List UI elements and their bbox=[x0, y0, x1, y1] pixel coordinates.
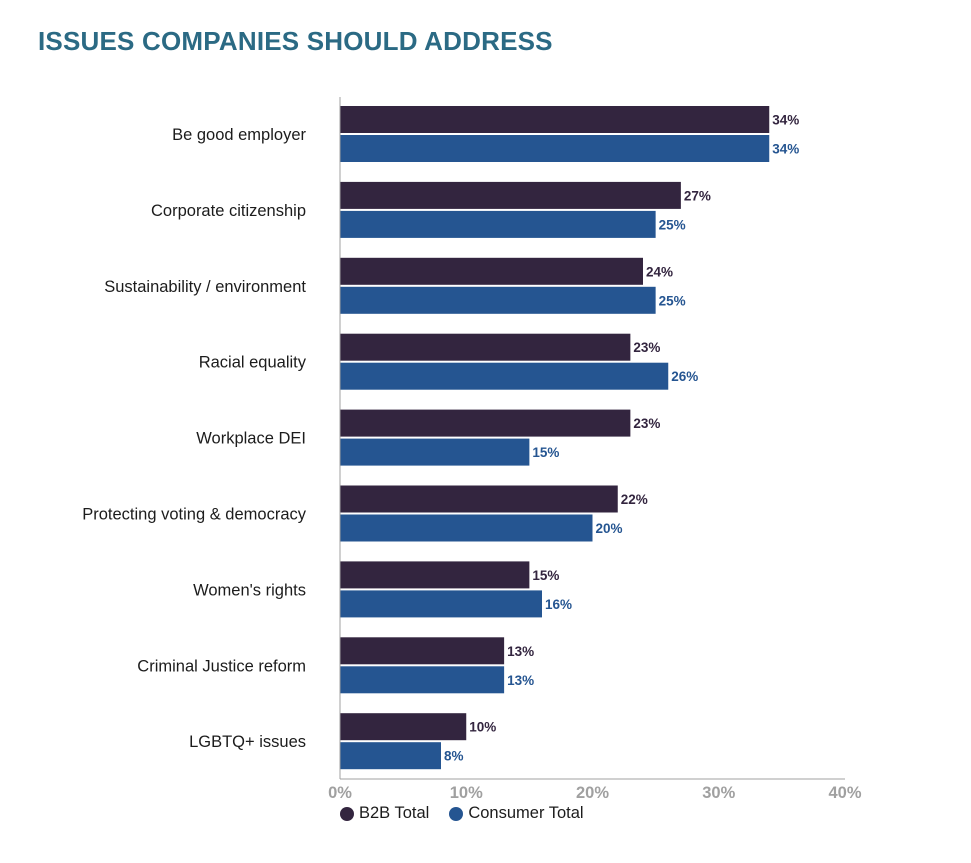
bar-consumer-total-women-s-rights bbox=[340, 590, 542, 618]
category-label-workplace-dei: Workplace DEI bbox=[196, 430, 306, 448]
data-label-b2b-total-protecting-voting-democracy: 22% bbox=[621, 492, 648, 507]
category-label-protecting-voting-democracy: Protecting voting & democracy bbox=[82, 506, 307, 524]
bar-b2b-total-be-good-employer bbox=[340, 106, 770, 133]
bar-b2b-total-corporate-citizenship bbox=[340, 181, 681, 209]
category-label-women-s-rights: Women's rights bbox=[193, 581, 306, 599]
bar-b2b-total-women-s-rights bbox=[340, 561, 530, 589]
legend-item-consumer[interactable]: Consumer Total bbox=[449, 804, 584, 823]
bar-b2b-total-criminal-justice-reform bbox=[340, 637, 505, 665]
category-label-racial-equality: Racial equality bbox=[199, 354, 307, 372]
legend-swatch-b2b bbox=[340, 806, 354, 821]
bar-consumer-total-corporate-citizenship bbox=[340, 210, 656, 238]
data-label-consumer-total-racial-equality: 26% bbox=[671, 369, 698, 384]
x-tick-label-0: 0% bbox=[328, 784, 352, 800]
bar-b2b-total-lgbtq-issues bbox=[340, 713, 467, 741]
bar-b2b-total-racial-equality bbox=[340, 333, 631, 361]
bar-consumer-total-protecting-voting-democracy bbox=[340, 514, 593, 542]
x-tick-label-20: 20% bbox=[576, 784, 609, 800]
bar-consumer-total-workplace-dei bbox=[340, 438, 530, 466]
bar-b2b-total-protecting-voting-democracy bbox=[340, 485, 618, 513]
data-label-consumer-total-be-good-employer: 34% bbox=[772, 142, 799, 157]
data-label-b2b-total-criminal-justice-reform: 13% bbox=[507, 644, 534, 659]
data-label-consumer-total-protecting-voting-democracy: 20% bbox=[596, 521, 623, 536]
bar-chart: Be good employer 34% 34% Corporate citizens… bbox=[82, 97, 862, 800]
category-label-criminal-justice-reform: Criminal Justice reform bbox=[137, 657, 306, 675]
bar-consumer-total-lgbtq-issues bbox=[340, 742, 441, 770]
category-label-sustainability-environment: Sustainability / environment bbox=[104, 278, 306, 296]
data-label-consumer-total-women-s-rights: 16% bbox=[545, 597, 572, 612]
data-label-consumer-total-sustainability-environment: 25% bbox=[659, 293, 686, 308]
category-label-be-good-employer: Be good employer bbox=[172, 126, 306, 144]
chart-title: ISSUES COMPANIES SHOULD ADDRESS bbox=[38, 26, 553, 56]
x-tick-label-40: 40% bbox=[828, 784, 861, 800]
data-label-b2b-total-sustainability-environment: 24% bbox=[646, 264, 673, 279]
bar-consumer-total-be-good-employer bbox=[340, 135, 770, 162]
data-label-consumer-total-lgbtq-issues: 8% bbox=[444, 749, 464, 764]
data-label-consumer-total-criminal-justice-reform: 13% bbox=[507, 673, 534, 688]
data-label-b2b-total-corporate-citizenship: 27% bbox=[684, 188, 711, 203]
category-label-lgbtq-issues: LGBTQ+ issues bbox=[189, 733, 306, 751]
legend: B2B Total Consumer Total bbox=[340, 804, 584, 823]
data-label-consumer-total-workplace-dei: 15% bbox=[532, 445, 559, 460]
category-label-corporate-citizenship: Corporate citizenship bbox=[151, 202, 306, 220]
x-tick-label-10: 10% bbox=[450, 784, 483, 800]
legend-label-consumer: Consumer Total bbox=[468, 804, 584, 822]
bar-b2b-total-sustainability-environment bbox=[340, 257, 643, 285]
legend-swatch-consumer bbox=[449, 806, 464, 821]
bar-b2b-total-workplace-dei bbox=[340, 409, 631, 437]
data-label-b2b-total-lgbtq-issues: 10% bbox=[469, 720, 496, 735]
bar-consumer-total-sustainability-environment bbox=[340, 286, 656, 314]
data-label-b2b-total-racial-equality: 23% bbox=[633, 340, 660, 355]
data-label-b2b-total-women-s-rights: 15% bbox=[532, 568, 559, 583]
x-tick-label-30: 30% bbox=[702, 784, 735, 800]
data-label-b2b-total-workplace-dei: 23% bbox=[633, 416, 660, 431]
bar-consumer-total-criminal-justice-reform bbox=[340, 666, 505, 694]
data-label-b2b-total-be-good-employer: 34% bbox=[772, 113, 799, 128]
legend-item-b2b[interactable]: B2B Total bbox=[340, 804, 429, 823]
data-label-consumer-total-corporate-citizenship: 25% bbox=[659, 217, 686, 232]
bar-consumer-total-racial-equality bbox=[340, 362, 669, 390]
legend-label-b2b: B2B Total bbox=[359, 804, 430, 822]
